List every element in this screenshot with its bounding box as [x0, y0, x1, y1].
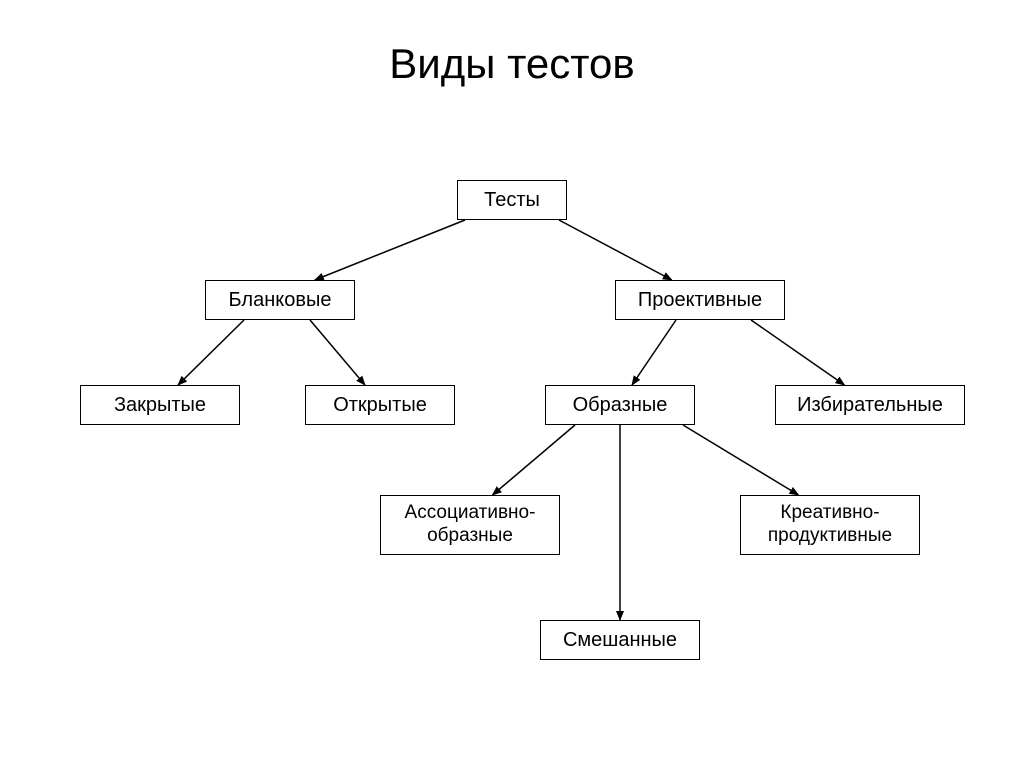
node-figurative: Образные: [545, 385, 695, 425]
edge-blank-closed: [178, 320, 244, 385]
edge-root-blank: [315, 220, 465, 280]
page-title: Виды тестов: [0, 40, 1024, 88]
edge-blank-open: [310, 320, 365, 385]
edge-root-proj: [559, 220, 672, 280]
node-mixed: Смешанные: [540, 620, 700, 660]
node-open: Открытые: [305, 385, 455, 425]
edge-figurative-assoc: [493, 425, 576, 495]
node-selective: Избирательные: [775, 385, 965, 425]
node-assoc: Ассоциативно-образные: [380, 495, 560, 555]
edge-proj-figurative: [632, 320, 676, 385]
node-blank: Бланковые: [205, 280, 355, 320]
node-proj: Проективные: [615, 280, 785, 320]
edge-figurative-creative: [683, 425, 799, 495]
edge-proj-selective: [751, 320, 845, 385]
node-closed: Закрытые: [80, 385, 240, 425]
node-creative: Креативно-продуктивные: [740, 495, 920, 555]
diagram-edges: [0, 0, 1024, 767]
node-root: Тесты: [457, 180, 567, 220]
